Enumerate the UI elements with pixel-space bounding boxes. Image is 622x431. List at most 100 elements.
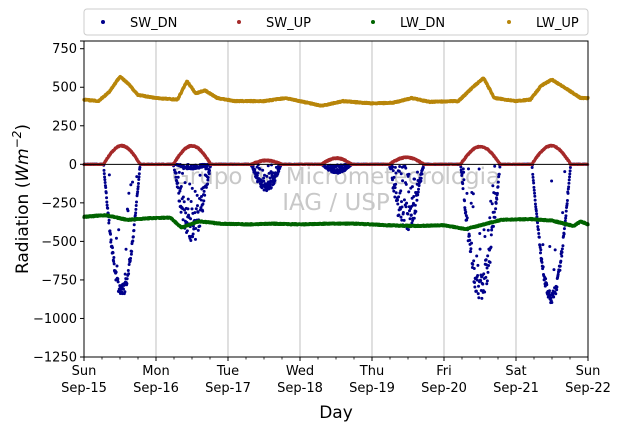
- data-point: [109, 232, 112, 236]
- data-point: [558, 268, 562, 272]
- data-point: [461, 182, 465, 186]
- data-point: [185, 229, 189, 233]
- data-point: [477, 284, 481, 288]
- data-point: [265, 174, 269, 178]
- data-point: [485, 282, 489, 286]
- data-point: [326, 164, 330, 168]
- data-point: [485, 266, 489, 270]
- data-point: [410, 221, 414, 225]
- data-point: [131, 239, 135, 243]
- data-point: [535, 215, 539, 219]
- data-point: [540, 260, 544, 264]
- data-point: [179, 184, 183, 188]
- data-point: [181, 218, 185, 222]
- data-point: [262, 179, 266, 183]
- data-point: [200, 195, 203, 199]
- data-point: [137, 178, 141, 182]
- data-point: [533, 198, 537, 202]
- data-point: [123, 290, 127, 294]
- data-point: [208, 169, 212, 173]
- data-point: [266, 164, 270, 168]
- data-point: [187, 213, 191, 217]
- data-point: [552, 295, 556, 299]
- data-point: [398, 207, 402, 211]
- data-point: [467, 234, 471, 238]
- data-point: [400, 205, 404, 209]
- data-point: [111, 251, 115, 255]
- data-point: [475, 278, 479, 282]
- data-point: [482, 272, 486, 276]
- data-point: [181, 171, 184, 175]
- data-point: [196, 228, 200, 232]
- data-point: [569, 163, 573, 167]
- data-point: [271, 171, 275, 175]
- data-point: [490, 228, 494, 232]
- data-point: [255, 174, 259, 178]
- data-point: [417, 184, 421, 188]
- data-point: [554, 292, 558, 296]
- data-point: [390, 178, 394, 182]
- data-point: [202, 199, 206, 203]
- data-point: [104, 191, 108, 195]
- data-point: [469, 247, 473, 251]
- data-point: [172, 168, 176, 172]
- data-point: [565, 199, 569, 203]
- data-point: [189, 217, 193, 221]
- data-point: [181, 195, 185, 199]
- data-point: [475, 254, 479, 258]
- data-point: [198, 173, 202, 177]
- data-point: [135, 175, 139, 179]
- data-point: [468, 238, 472, 242]
- data-point: [478, 247, 482, 251]
- data-point: [206, 175, 210, 179]
- data-point: [485, 279, 489, 283]
- data-point: [484, 258, 488, 262]
- data-point: [397, 213, 401, 217]
- data-point: [129, 256, 133, 260]
- data-point: [555, 288, 559, 292]
- data-point: [464, 210, 468, 214]
- data-point: [125, 277, 129, 281]
- data-point: [131, 180, 135, 184]
- data-point: [401, 179, 405, 183]
- data-point: [465, 191, 469, 195]
- data-point: [494, 201, 498, 205]
- data-point: [404, 205, 408, 209]
- plot-area: [84, 41, 588, 357]
- data-point: [498, 165, 502, 169]
- data-point: [541, 265, 545, 269]
- data-point: [134, 200, 138, 204]
- data-point: [407, 172, 411, 176]
- data-point: [534, 209, 538, 213]
- data-point: [539, 248, 543, 252]
- data-point: [462, 178, 466, 182]
- data-point: [134, 203, 138, 207]
- data-point: [393, 165, 397, 169]
- data-point: [400, 218, 404, 222]
- data-point: [137, 175, 141, 179]
- data-point: [536, 225, 540, 229]
- data-point: [412, 195, 416, 199]
- data-point: [174, 175, 178, 179]
- data-point: [421, 166, 425, 170]
- data-point: [102, 172, 106, 176]
- data-point: [130, 249, 134, 253]
- data-point: [131, 235, 135, 239]
- data-point: [419, 179, 423, 183]
- data-point: [483, 234, 487, 238]
- data-point: [116, 280, 120, 284]
- data-point: [176, 175, 180, 179]
- data-point: [273, 178, 277, 182]
- data-point: [462, 170, 466, 174]
- data-point: [204, 185, 208, 189]
- data-point: [536, 221, 540, 225]
- data-point: [203, 193, 207, 197]
- data-point: [184, 211, 188, 215]
- data-point: [174, 171, 178, 175]
- data-point: [263, 173, 267, 177]
- data-point: [474, 289, 478, 293]
- data-point: [562, 227, 566, 231]
- data-point: [470, 241, 474, 245]
- data-point: [104, 186, 108, 189]
- data-point: [491, 224, 495, 228]
